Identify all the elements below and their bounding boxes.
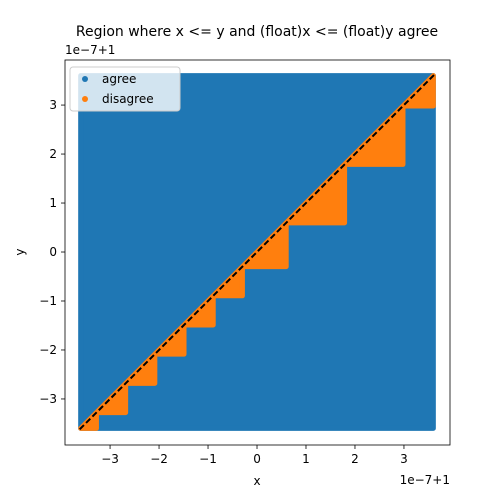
x-tick-label: 0 — [253, 452, 261, 466]
x-tick-label: −2 — [150, 452, 168, 466]
y-tick-label: −2 — [39, 343, 57, 357]
legend-label: agree — [102, 72, 136, 86]
y-offset-text: 1e−7+1 — [65, 43, 115, 57]
x-tick-label: −3 — [101, 452, 119, 466]
legend-box — [69, 66, 181, 112]
x-tick-label: 1 — [302, 452, 310, 466]
region — [78, 73, 436, 431]
y-tick-label: 2 — [49, 147, 57, 161]
diagonal-line — [78, 73, 436, 431]
y-tick-label: 1 — [49, 196, 57, 210]
y-tick-label: −1 — [39, 294, 57, 308]
x-tick-label: −1 — [199, 452, 217, 466]
x-tick-label: 2 — [351, 452, 359, 466]
x-offset-text: 1e−7+1 — [400, 473, 450, 487]
x-tick-label: 3 — [400, 452, 408, 466]
y-tick-label: 0 — [49, 245, 57, 259]
y-tick-label: 3 — [49, 98, 57, 112]
legend-marker — [82, 76, 88, 82]
y-axis-label: y — [13, 248, 27, 255]
plot-frame — [64, 59, 451, 446]
legend-label: disagree — [102, 92, 154, 106]
chart-title: Region where x <= y and (float)x <= (flo… — [76, 24, 438, 40]
legend-marker — [82, 96, 88, 102]
x-axis-label: x — [253, 474, 260, 488]
y-tick-label: −3 — [39, 392, 57, 406]
